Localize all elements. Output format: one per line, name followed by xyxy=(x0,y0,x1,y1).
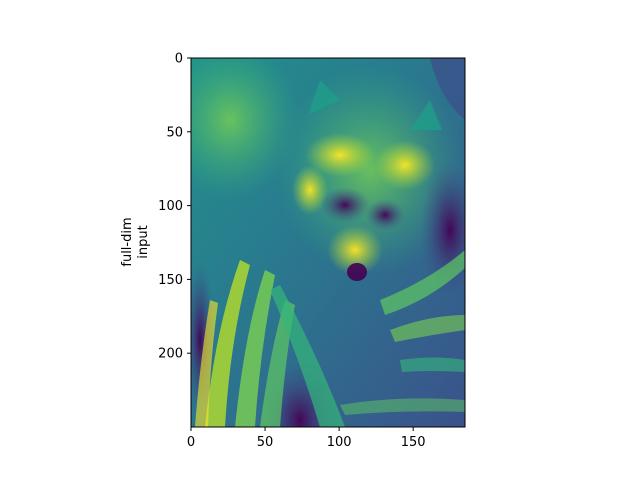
x-tick-label: 100 xyxy=(327,435,352,450)
x-tick-label: 50 xyxy=(257,435,274,450)
axes-frame xyxy=(190,57,466,428)
y-axis: 0 50 100 150 200 xyxy=(158,52,191,362)
y-tick-label: 100 xyxy=(158,199,183,214)
heatmap-image xyxy=(191,58,465,427)
y-tick-label: 150 xyxy=(158,273,183,288)
y-tick-label: 0 xyxy=(175,52,183,67)
x-tick-label: 150 xyxy=(401,435,426,450)
x-axis: 0 50 100 150 xyxy=(187,427,426,450)
y-tick-label: 200 xyxy=(158,347,183,362)
y-axis-label-line-1: full-dim xyxy=(120,217,135,266)
y-tick-label: 50 xyxy=(166,125,183,140)
y-axis-label-line-2: input xyxy=(136,225,151,258)
x-tick-label: 0 xyxy=(187,435,195,450)
y-axis-label: full-dim input xyxy=(120,217,151,266)
